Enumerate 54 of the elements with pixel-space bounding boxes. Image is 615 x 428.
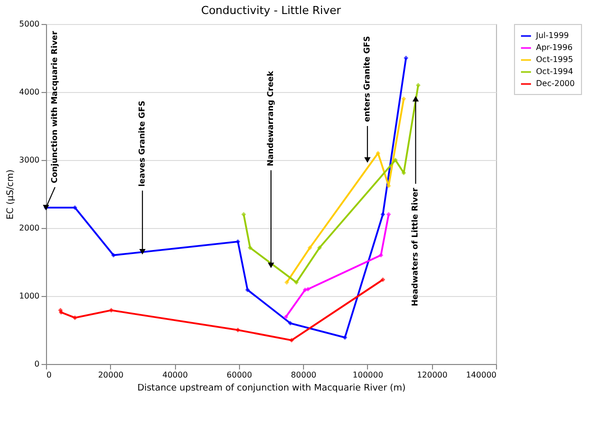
point (376, 150, 380, 156)
point (241, 212, 246, 217)
point (72, 315, 78, 320)
x-tick-label: 140000 (466, 370, 496, 380)
legend-label: Jul-1999 (535, 31, 569, 40)
x-tick-label: 100000 (352, 370, 384, 380)
point (288, 320, 293, 326)
x-tick-label: 20000 (98, 370, 124, 380)
point (306, 286, 310, 292)
point (393, 158, 398, 162)
point (386, 212, 391, 217)
legend-label: Oct-1994 (536, 67, 574, 76)
y-tick-label: 2000 (19, 224, 40, 232)
legend-label: Apr-1996 (536, 43, 573, 52)
chart-title: Conductivity - Little River (201, 4, 342, 17)
point (72, 205, 78, 210)
x-tick-label: 40000 (162, 370, 188, 380)
y-tick-label: 1000 (19, 292, 40, 300)
point (308, 245, 312, 250)
x-tick-label: 120000 (416, 370, 448, 380)
point (236, 328, 240, 332)
point (380, 212, 386, 217)
point (108, 308, 114, 313)
point (317, 245, 322, 250)
x-tick-label: 0 (46, 370, 52, 380)
annotation: Nandewarrang Creek (266, 70, 275, 166)
annotation: leaves Granite GFS (137, 100, 146, 187)
point (416, 82, 421, 88)
point (248, 245, 252, 250)
point (404, 56, 408, 60)
point (289, 338, 294, 343)
x-tick-label: 60000 (226, 370, 252, 380)
annotation: Conjunction with Macquarie River (50, 30, 59, 184)
point (401, 96, 406, 102)
x-tick-label: 80000 (290, 370, 316, 380)
legend-label: Oct-1995 (536, 55, 574, 64)
y-tick-label: 5000 (19, 20, 40, 28)
legend-label: Dec-2000 (536, 79, 575, 88)
y-tick-label: 3000 (19, 156, 40, 164)
y-tick-label: 4000 (19, 88, 40, 96)
point (378, 252, 384, 258)
y-axis-title: EC (µS/cm) (6, 169, 16, 220)
point (342, 335, 348, 340)
annotation: enters Granite GFS (362, 36, 372, 122)
x-axis-title: Distance upstream of conjunction with Macquarie River (m) (137, 384, 406, 394)
point (294, 280, 299, 285)
point (284, 280, 290, 285)
point (111, 252, 116, 258)
point (283, 314, 288, 320)
point (380, 277, 386, 282)
point (245, 288, 250, 292)
point (236, 239, 240, 244)
y-tick-label: 0 (34, 360, 40, 368)
annotation: Headwaters of Little River (410, 188, 420, 306)
